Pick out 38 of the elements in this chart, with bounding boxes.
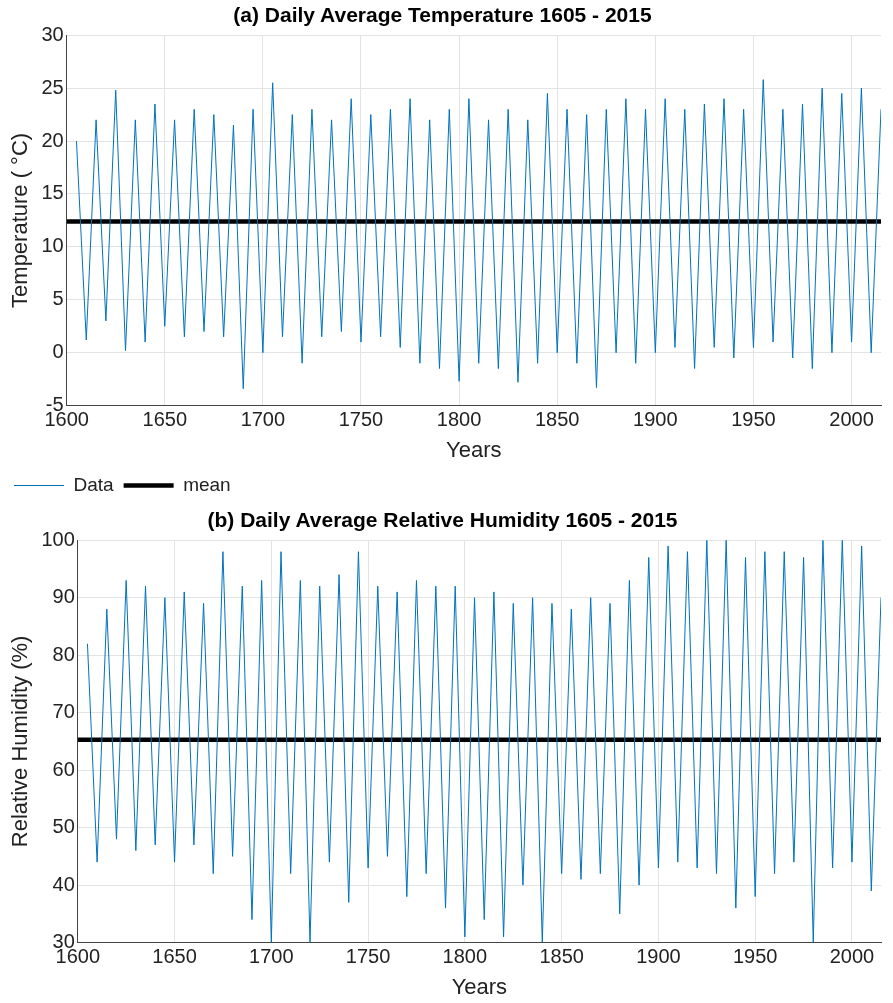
x-axis-title: Years xyxy=(451,973,508,999)
y-tick-label: 60 xyxy=(52,757,75,780)
x-tick-label: 1800 xyxy=(442,945,488,968)
x-tick-label: 1950 xyxy=(731,408,776,431)
x-tick-label: 1750 xyxy=(338,408,384,431)
x-tick-label: 1650 xyxy=(152,945,197,968)
x-tick-label: 1850 xyxy=(539,945,584,968)
y-tick-label: 90 xyxy=(52,585,75,608)
y-tick-label: 70 xyxy=(52,700,75,723)
legend-label: Data xyxy=(73,473,115,495)
x-tick-label: 2000 xyxy=(829,408,874,431)
x-tick-label: 1900 xyxy=(633,408,678,431)
x-tick-label: 1650 xyxy=(142,408,188,431)
x-tick-label: 1950 xyxy=(732,945,778,968)
x-tick-label: 1700 xyxy=(249,945,294,968)
y-tick-label: 40 xyxy=(52,872,75,895)
x-tick-label: 1800 xyxy=(436,408,482,431)
y-tick-label: 30 xyxy=(41,22,64,45)
y-axis-title: Relative Humidity (%) xyxy=(7,635,33,848)
y-tick-label: 25 xyxy=(41,75,64,98)
x-tick-label: 1850 xyxy=(534,408,580,431)
y-tick-label: 10 xyxy=(41,234,64,257)
x-tick-label: 1900 xyxy=(636,945,681,968)
x-tick-label: 2000 xyxy=(829,945,875,968)
y-tick-label: 80 xyxy=(52,642,75,665)
legend-label: mean xyxy=(183,473,231,495)
y-tick-label: 100 xyxy=(41,527,75,550)
y-tick-label: 5 xyxy=(52,287,64,310)
y-axis-title: Temperature ( °C) xyxy=(7,132,33,308)
y-tick-label: 50 xyxy=(52,815,75,838)
y-tick-label: 20 xyxy=(41,128,64,151)
x-tick-label: 1750 xyxy=(345,945,391,968)
y-tick-label: 0 xyxy=(52,340,64,363)
chart-title: (a) Daily Average Temperature 1605 - 2015 xyxy=(233,3,652,27)
x-axis-title: Years xyxy=(446,436,502,462)
y-tick-label: 15 xyxy=(41,181,64,204)
x-tick-label: 1700 xyxy=(240,408,286,431)
chart-title: (b) Daily Average Relative Humidity 1605 - 2015 xyxy=(207,508,678,532)
